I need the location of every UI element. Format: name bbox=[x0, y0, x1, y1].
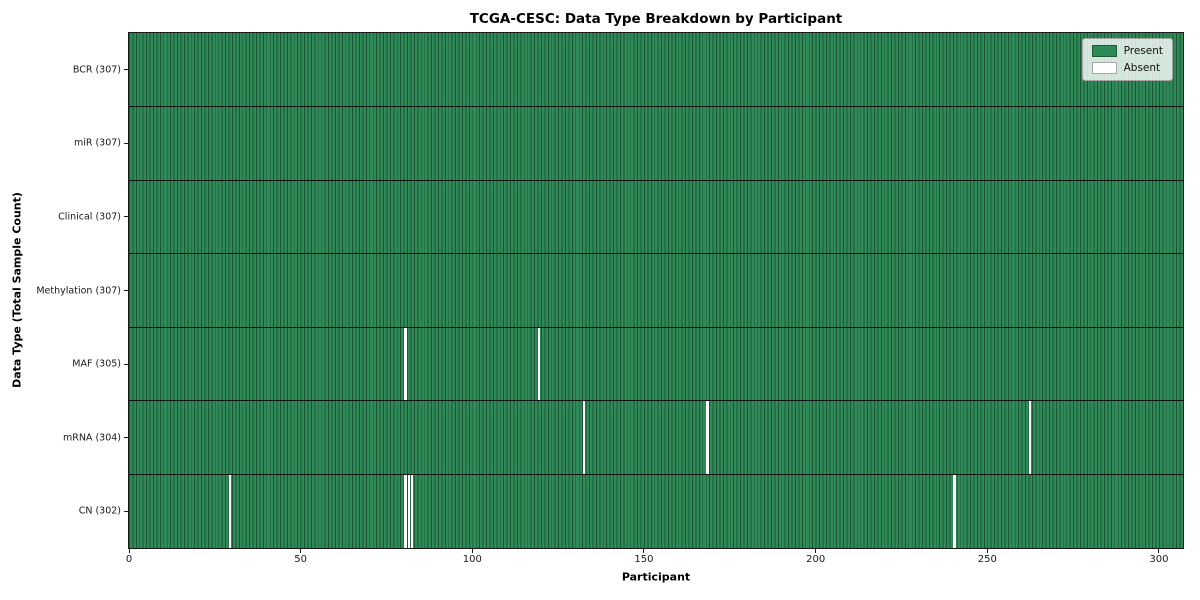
y-tick-mark bbox=[124, 510, 128, 512]
absent-cell-CN-80 bbox=[404, 474, 407, 548]
y-tick-mark bbox=[124, 142, 128, 144]
y-tick-mark bbox=[124, 216, 128, 218]
y-tick-label: BCR (307) bbox=[72, 64, 121, 76]
x-tick-mark bbox=[128, 549, 130, 553]
x-tick-mark bbox=[986, 549, 988, 553]
y-tick-label: CN (302) bbox=[78, 505, 121, 517]
row-divider bbox=[129, 106, 1183, 108]
absent-cell-CN-81 bbox=[407, 474, 410, 548]
row-divider bbox=[129, 400, 1183, 402]
legend: Present Absent bbox=[1081, 38, 1173, 81]
absent-cell-CN-29 bbox=[229, 474, 232, 548]
y-tick-mark bbox=[124, 290, 128, 291]
absent-cell-mRNA-132 bbox=[582, 400, 586, 475]
x-tick-label: 250 bbox=[977, 554, 997, 565]
absent-cell-CN-82 bbox=[411, 474, 414, 548]
y-tick-label: mRNA (304) bbox=[62, 432, 121, 444]
x-tick-mark bbox=[471, 549, 473, 553]
x-tick-label: 50 bbox=[294, 554, 308, 565]
x-tick-label: 200 bbox=[806, 554, 826, 565]
row-divider bbox=[129, 473, 1183, 475]
absent-cell-mRNA-168 bbox=[706, 400, 709, 475]
y-tick-label: MAF (305) bbox=[72, 358, 121, 370]
x-tick-label: 0 bbox=[125, 554, 133, 565]
chart-title: TCGA-CESC: Data Type Breakdown by Partic… bbox=[469, 11, 843, 27]
plot-area: Present Absent bbox=[128, 32, 1184, 549]
x-tick-mark bbox=[815, 549, 817, 553]
legend-label-present: Present bbox=[1123, 45, 1163, 57]
legend-label-absent: Absent bbox=[1123, 62, 1161, 74]
absent-cell-MAF-80 bbox=[404, 327, 407, 401]
absent-cell-mRNA-262 bbox=[1029, 400, 1032, 475]
legend-entry-absent: Absent bbox=[1091, 62, 1163, 74]
x-tick-label: 150 bbox=[634, 554, 654, 565]
x-tick-mark bbox=[643, 549, 645, 553]
legend-entry-present: Present bbox=[1091, 45, 1163, 57]
y-tick-label: Clinical (307) bbox=[58, 211, 121, 223]
y-tick-mark bbox=[124, 363, 128, 365]
absent-cell-CN-240 bbox=[953, 474, 956, 548]
y-tick-label: Methylation (307) bbox=[36, 285, 121, 296]
row-divider bbox=[129, 179, 1183, 181]
legend-swatch-absent-icon bbox=[1091, 62, 1117, 74]
x-tick-label: 100 bbox=[462, 554, 482, 565]
row-divider bbox=[129, 326, 1183, 328]
legend-swatch-present-icon bbox=[1091, 45, 1117, 57]
x-tick-mark bbox=[1158, 549, 1160, 553]
y-axis-label: Data Type (Total Sample Count) bbox=[10, 192, 24, 388]
y-tick-label: miR (307) bbox=[73, 137, 121, 149]
x-axis-label: Participant bbox=[621, 570, 691, 584]
x-tick-mark bbox=[300, 549, 302, 553]
row-divider bbox=[129, 253, 1183, 255]
x-tick-label: 300 bbox=[1149, 554, 1169, 565]
absent-cell-MAF-119 bbox=[538, 327, 541, 401]
y-tick-mark bbox=[124, 69, 128, 71]
y-tick-mark bbox=[124, 437, 128, 439]
